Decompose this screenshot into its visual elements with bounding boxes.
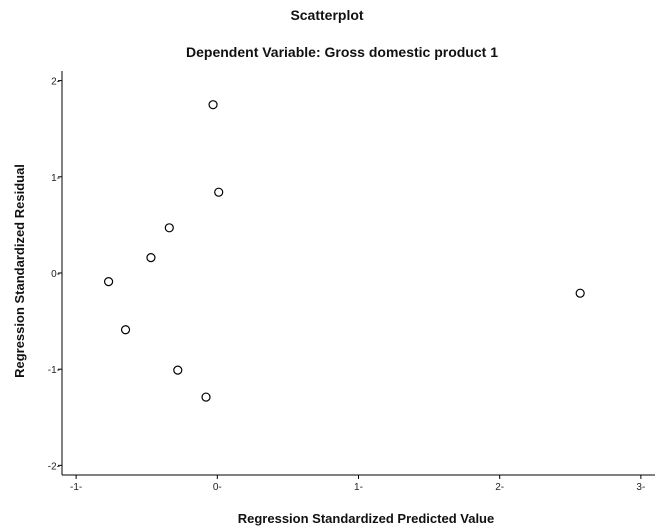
- x-tick-label: -1-: [70, 482, 82, 493]
- x-axis-label: Regression Standardized Predicted Value: [238, 511, 494, 526]
- data-point: [214, 187, 224, 197]
- data-point: [146, 253, 156, 263]
- y-tick-label: 1-: [51, 173, 60, 184]
- chart-subtitle: Dependent Variable: Gross domestic produ…: [186, 44, 498, 60]
- y-tick-label: -1-: [48, 365, 60, 376]
- data-point: [164, 223, 174, 233]
- x-tick-label: 0-: [213, 482, 222, 493]
- data-point: [208, 100, 218, 110]
- data-point: [103, 277, 114, 287]
- data-point: [201, 392, 211, 402]
- x-tick-label: 1-: [354, 482, 363, 493]
- data-point: [575, 288, 585, 298]
- y-axis-label: Regression Standardized Residual: [12, 164, 27, 378]
- y-tick-label: -2-: [48, 461, 60, 472]
- y-tick-label: 0-: [51, 269, 60, 280]
- y-axis-ticks: -2- -1- 0- 1- 2-: [48, 77, 62, 472]
- chart-title: Scatterplot: [290, 7, 363, 23]
- data-points: [103, 100, 585, 402]
- y-tick-label: 2-: [51, 77, 60, 88]
- x-tick-label: 2-: [495, 482, 504, 493]
- x-axis-ticks: -1- 0- 1- 2- 3-: [70, 475, 645, 493]
- data-point: [173, 365, 183, 375]
- data-point: [120, 325, 131, 335]
- x-tick-label: 3-: [636, 482, 645, 493]
